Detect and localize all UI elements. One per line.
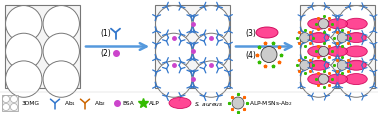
Text: (3): (3)	[246, 29, 256, 38]
Circle shape	[43, 6, 79, 43]
Circle shape	[193, 6, 229, 43]
Text: $S$. $aureus$: $S$. $aureus$	[194, 99, 223, 107]
Circle shape	[338, 61, 375, 97]
Circle shape	[6, 61, 42, 97]
Ellipse shape	[309, 33, 329, 43]
Circle shape	[11, 96, 17, 103]
Circle shape	[156, 6, 192, 43]
Text: ALP-MSNs-Ab$_2$: ALP-MSNs-Ab$_2$	[249, 99, 292, 108]
Ellipse shape	[327, 47, 347, 57]
Text: 3DMG: 3DMG	[21, 101, 39, 106]
Circle shape	[319, 74, 328, 84]
Circle shape	[3, 104, 9, 111]
Circle shape	[261, 47, 277, 63]
Circle shape	[156, 61, 192, 97]
Circle shape	[338, 34, 375, 70]
Bar	[2, 95, 18, 111]
Text: Ab$_1$: Ab$_1$	[64, 99, 76, 108]
Circle shape	[301, 61, 337, 97]
Text: (1): (1)	[100, 29, 111, 38]
Circle shape	[319, 47, 328, 57]
Circle shape	[193, 34, 229, 70]
Circle shape	[301, 34, 337, 70]
Ellipse shape	[346, 33, 366, 43]
Circle shape	[11, 104, 17, 111]
Circle shape	[3, 96, 9, 103]
Bar	[5, 6, 80, 88]
Circle shape	[337, 33, 347, 43]
Circle shape	[232, 97, 244, 109]
Circle shape	[319, 20, 328, 30]
Ellipse shape	[327, 74, 347, 84]
Ellipse shape	[308, 74, 330, 85]
Circle shape	[6, 34, 42, 70]
Bar	[155, 6, 230, 88]
Ellipse shape	[345, 19, 367, 30]
Text: ALP: ALP	[149, 101, 160, 106]
Circle shape	[6, 6, 42, 43]
Text: (4): (4)	[246, 51, 256, 60]
Ellipse shape	[327, 20, 347, 30]
Ellipse shape	[309, 61, 329, 71]
Ellipse shape	[345, 74, 367, 85]
Ellipse shape	[346, 61, 366, 71]
Circle shape	[43, 61, 79, 97]
Ellipse shape	[308, 47, 330, 57]
Ellipse shape	[308, 19, 330, 30]
Ellipse shape	[256, 28, 278, 39]
Text: Ab$_2$: Ab$_2$	[94, 99, 106, 108]
Circle shape	[193, 61, 229, 97]
Circle shape	[43, 34, 79, 70]
Circle shape	[300, 33, 310, 43]
Ellipse shape	[169, 98, 191, 109]
Bar	[300, 6, 375, 88]
Circle shape	[300, 61, 310, 71]
Circle shape	[301, 6, 337, 43]
Text: BSA: BSA	[122, 101, 134, 106]
Circle shape	[337, 61, 347, 71]
Text: (2): (2)	[100, 49, 111, 57]
Ellipse shape	[345, 47, 367, 57]
Circle shape	[338, 6, 375, 43]
Circle shape	[156, 34, 192, 70]
